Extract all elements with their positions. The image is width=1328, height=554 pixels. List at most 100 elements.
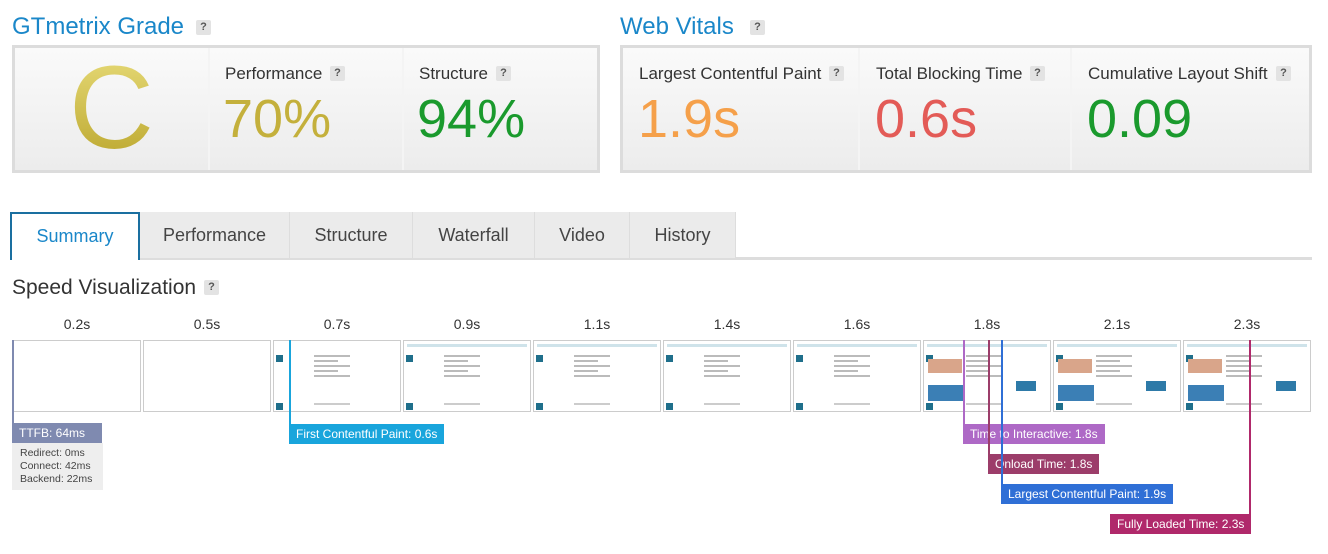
help-icon[interactable]: ? bbox=[1276, 66, 1291, 81]
thumb-icon bbox=[796, 403, 803, 410]
vital-cell bbox=[1072, 48, 1309, 170]
thumb-icon bbox=[926, 355, 933, 362]
ttfb-details bbox=[12, 443, 103, 490]
frame-thumbnail bbox=[793, 340, 921, 412]
grade-title: GTmetrix Grade bbox=[12, 13, 185, 40]
thumb-line bbox=[1226, 355, 1262, 357]
thumb-header bbox=[797, 344, 917, 347]
thumb-header bbox=[1057, 344, 1177, 347]
frame-thumbnail bbox=[533, 340, 661, 412]
thumb-icon bbox=[536, 403, 543, 410]
frame-thumbnail bbox=[923, 340, 1051, 412]
thumb-image bbox=[1188, 359, 1222, 373]
thumb-line bbox=[834, 365, 870, 367]
thumb-line bbox=[444, 403, 480, 405]
thumb-line bbox=[574, 365, 610, 367]
help-icon[interactable]: ? bbox=[196, 20, 211, 35]
tab[interactable]: Performance bbox=[140, 212, 290, 258]
help-icon[interactable]: ? bbox=[750, 20, 765, 35]
ttfb-detail: Backend: 22ms bbox=[20, 473, 93, 485]
vitals-title: Web Vitals bbox=[620, 13, 734, 40]
thumb-line bbox=[704, 370, 728, 372]
frame-time: 1.6s bbox=[843, 316, 871, 332]
grade-cell bbox=[15, 48, 208, 170]
vital-value: 1.9s bbox=[638, 89, 741, 149]
thumb-line bbox=[834, 403, 870, 405]
vital-label: Largest Contentful Paint bbox=[639, 64, 822, 83]
thumb-image bbox=[1058, 359, 1092, 373]
vital-value: 0.09 bbox=[1087, 89, 1193, 149]
thumb-line bbox=[444, 375, 480, 377]
thumb-icon bbox=[276, 403, 283, 410]
thumb-line bbox=[1226, 403, 1262, 405]
thumb-image bbox=[1188, 385, 1224, 401]
tab[interactable]: Structure bbox=[290, 212, 413, 258]
grade-letter: C bbox=[15, 48, 208, 170]
ttfb-detail: Connect: 42ms bbox=[20, 460, 91, 472]
marker-line bbox=[12, 340, 14, 424]
thumb-icon bbox=[1186, 403, 1193, 410]
frame-thumbnail bbox=[273, 340, 401, 412]
ttfb-detail: Redirect: 0ms bbox=[20, 447, 85, 459]
thumb-line bbox=[1096, 360, 1120, 362]
help-icon[interactable]: ? bbox=[496, 66, 511, 81]
marker-line bbox=[988, 340, 990, 454]
marker-line bbox=[1001, 340, 1003, 484]
thumb-icon bbox=[276, 355, 283, 362]
thumb-icon bbox=[1276, 381, 1296, 391]
thumb-line bbox=[444, 370, 468, 372]
thumb-icon bbox=[1146, 381, 1166, 391]
thumb-line bbox=[574, 355, 610, 357]
thumb-line bbox=[1096, 365, 1132, 367]
thumb-line bbox=[704, 355, 740, 357]
marker-line bbox=[963, 340, 965, 424]
thumb-icon bbox=[1016, 381, 1036, 391]
thumb-line bbox=[314, 355, 350, 357]
thumb-line bbox=[966, 360, 990, 362]
frame-thumbnail bbox=[1053, 340, 1181, 412]
help-icon[interactable]: ? bbox=[330, 66, 345, 81]
thumb-icon bbox=[406, 355, 413, 362]
thumb-line bbox=[966, 355, 1002, 357]
thumb-line bbox=[314, 375, 350, 377]
thumb-line bbox=[574, 375, 610, 377]
thumb-line bbox=[1096, 355, 1132, 357]
help-icon[interactable]: ? bbox=[204, 280, 219, 295]
thumb-icon bbox=[536, 355, 543, 362]
metric-value: 94% bbox=[417, 89, 526, 149]
thumb-line bbox=[966, 375, 1002, 377]
tab-active[interactable]: Summary bbox=[10, 212, 140, 260]
vital-value: 0.6s bbox=[875, 89, 978, 149]
frame-time: 2.1s bbox=[1103, 316, 1131, 332]
thumb-line bbox=[314, 365, 350, 367]
marker-label: TTFB: 64ms bbox=[12, 423, 102, 443]
vital-label: Cumulative Layout Shift bbox=[1088, 64, 1268, 83]
frame-time: 1.1s bbox=[583, 316, 611, 332]
help-icon[interactable]: ? bbox=[1030, 66, 1045, 81]
thumb-line bbox=[966, 370, 990, 372]
vital-label: Total Blocking Time bbox=[876, 64, 1023, 83]
thumb-line bbox=[314, 403, 350, 405]
frame-thumbnail bbox=[1183, 340, 1311, 412]
help-icon[interactable]: ? bbox=[829, 66, 844, 81]
thumb-line bbox=[1226, 370, 1250, 372]
thumb-image bbox=[1058, 385, 1094, 401]
marker-label: Time to Interactive: 1.8s bbox=[963, 424, 1105, 444]
metric-cell bbox=[210, 48, 402, 170]
thumb-header bbox=[407, 344, 527, 347]
tab[interactable]: Waterfall bbox=[413, 212, 535, 258]
thumb-icon bbox=[926, 403, 933, 410]
marker-line bbox=[289, 340, 291, 424]
thumb-line bbox=[574, 403, 610, 405]
thumb-header bbox=[1187, 344, 1307, 347]
vital-cell bbox=[623, 48, 858, 170]
tab[interactable]: History bbox=[630, 212, 736, 258]
frame-time: 1.8s bbox=[973, 316, 1001, 332]
thumb-line bbox=[314, 370, 338, 372]
thumb-icon bbox=[1186, 355, 1193, 362]
thumb-header bbox=[537, 344, 657, 347]
tab[interactable]: Video bbox=[535, 212, 630, 258]
thumb-line bbox=[1096, 403, 1132, 405]
marker-label: Largest Contentful Paint: 1.9s bbox=[1001, 484, 1174, 504]
